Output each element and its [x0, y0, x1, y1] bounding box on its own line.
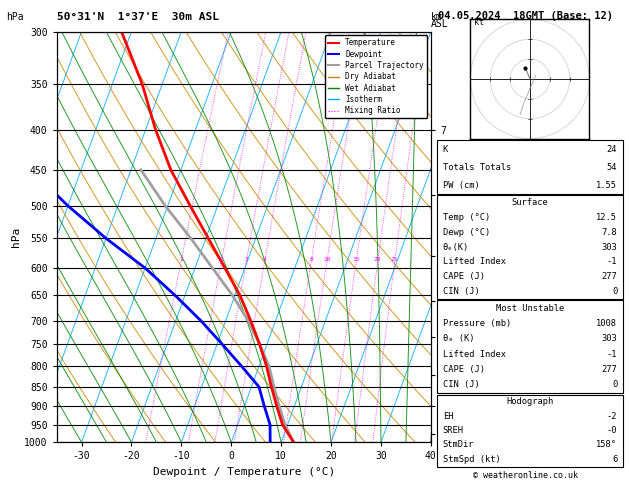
Text: CIN (J): CIN (J)	[443, 381, 479, 389]
Text: -2: -2	[606, 412, 617, 421]
Text: Totals Totals: Totals Totals	[443, 163, 511, 172]
Text: CIN (J): CIN (J)	[443, 287, 479, 296]
Text: EH: EH	[443, 412, 454, 421]
Text: Hodograph: Hodograph	[506, 398, 554, 406]
Text: 6: 6	[612, 455, 617, 464]
Text: θₑ(K): θₑ(K)	[443, 243, 469, 252]
X-axis label: Dewpoint / Temperature (°C): Dewpoint / Temperature (°C)	[153, 467, 335, 477]
Legend: Temperature, Dewpoint, Parcel Trajectory, Dry Adiabat, Wet Adiabat, Isotherm, Mi: Temperature, Dewpoint, Parcel Trajectory…	[325, 35, 427, 118]
Text: 277: 277	[601, 272, 617, 281]
Text: 3: 3	[244, 257, 248, 262]
Text: Temp (°C): Temp (°C)	[443, 213, 490, 222]
Text: 1.55: 1.55	[596, 181, 617, 190]
Y-axis label: Mixing Ratio (g/kg): Mixing Ratio (g/kg)	[460, 181, 470, 293]
Text: ASL: ASL	[431, 19, 448, 30]
Y-axis label: hPa: hPa	[11, 227, 21, 247]
Text: SREH: SREH	[443, 426, 464, 435]
Text: 303: 303	[601, 334, 617, 343]
Text: 277: 277	[601, 365, 617, 374]
Text: K: K	[443, 144, 448, 154]
Text: 0: 0	[612, 287, 617, 296]
Text: 24: 24	[606, 144, 617, 154]
Text: 4: 4	[263, 257, 267, 262]
Text: 50°31'N  1°37'E  30m ASL: 50°31'N 1°37'E 30m ASL	[57, 12, 219, 22]
Text: km: km	[431, 12, 443, 22]
Text: CAPE (J): CAPE (J)	[443, 272, 485, 281]
Text: Most Unstable: Most Unstable	[496, 304, 564, 312]
Text: hPa: hPa	[6, 12, 24, 22]
Text: StmSpd (kt): StmSpd (kt)	[443, 455, 501, 464]
Text: 54: 54	[606, 163, 617, 172]
Text: Lifted Index: Lifted Index	[443, 258, 506, 266]
Text: 158°: 158°	[596, 440, 617, 450]
Text: -1: -1	[606, 350, 617, 359]
Text: 0: 0	[612, 381, 617, 389]
Text: kt: kt	[474, 18, 484, 27]
Text: 1: 1	[179, 257, 183, 262]
Text: StmDir: StmDir	[443, 440, 474, 450]
Text: -0: -0	[606, 426, 617, 435]
Text: © weatheronline.co.uk: © weatheronline.co.uk	[473, 471, 577, 480]
Text: -1: -1	[606, 258, 617, 266]
Text: Lifted Index: Lifted Index	[443, 350, 506, 359]
Text: 8: 8	[309, 257, 313, 262]
Text: PW (cm): PW (cm)	[443, 181, 479, 190]
Text: Dewp (°C): Dewp (°C)	[443, 228, 490, 237]
Text: Pressure (mb): Pressure (mb)	[443, 319, 511, 328]
Text: 303: 303	[601, 243, 617, 252]
Text: 2: 2	[220, 257, 223, 262]
Text: 12.5: 12.5	[596, 213, 617, 222]
Text: 04.05.2024  18GMT (Base: 12): 04.05.2024 18GMT (Base: 12)	[438, 11, 613, 21]
Text: Surface: Surface	[511, 198, 548, 207]
Text: 15: 15	[352, 257, 360, 262]
Text: 1008: 1008	[596, 319, 617, 328]
Text: 25: 25	[391, 257, 398, 262]
Text: 10: 10	[323, 257, 330, 262]
Text: CAPE (J): CAPE (J)	[443, 365, 485, 374]
Text: 7.8: 7.8	[601, 228, 617, 237]
Text: θₑ (K): θₑ (K)	[443, 334, 474, 343]
Text: 20: 20	[374, 257, 381, 262]
